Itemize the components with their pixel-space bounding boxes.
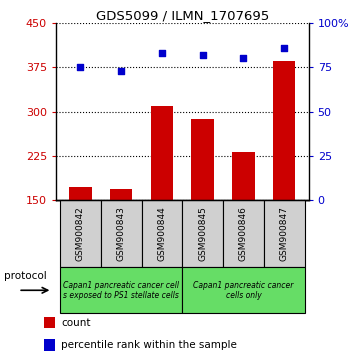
Point — [118, 68, 124, 74]
Text: GSM900844: GSM900844 — [157, 206, 166, 261]
Bar — [182, 200, 223, 267]
Text: GSM900842: GSM900842 — [76, 206, 85, 261]
Bar — [60, 200, 101, 267]
Point — [240, 56, 246, 61]
Bar — [110, 189, 132, 200]
Point — [78, 64, 83, 70]
Point — [281, 45, 287, 51]
Text: protocol: protocol — [4, 271, 46, 281]
Bar — [60, 267, 182, 313]
Bar — [151, 105, 173, 200]
Bar — [101, 200, 142, 267]
Point — [200, 52, 205, 58]
Text: Capan1 pancreatic cancer
cells only: Capan1 pancreatic cancer cells only — [193, 281, 293, 300]
Text: GSM900845: GSM900845 — [198, 206, 207, 261]
Bar — [191, 119, 214, 200]
Text: GSM900846: GSM900846 — [239, 206, 248, 261]
Text: GSM900847: GSM900847 — [280, 206, 289, 261]
Bar — [223, 200, 264, 267]
Title: GDS5099 / ILMN_1707695: GDS5099 / ILMN_1707695 — [96, 9, 269, 22]
Bar — [44, 339, 55, 351]
Bar — [69, 187, 92, 200]
Bar — [264, 200, 305, 267]
Bar — [182, 267, 305, 313]
Text: GSM900843: GSM900843 — [117, 206, 126, 261]
Text: Capan1 pancreatic cancer cell
s exposed to PS1 stellate cells: Capan1 pancreatic cancer cell s exposed … — [63, 281, 179, 300]
Bar — [44, 317, 55, 329]
Point — [159, 50, 165, 56]
Bar — [142, 200, 182, 267]
Text: count: count — [61, 318, 91, 328]
Bar — [232, 152, 255, 200]
Bar — [273, 61, 295, 200]
Text: percentile rank within the sample: percentile rank within the sample — [61, 340, 237, 350]
